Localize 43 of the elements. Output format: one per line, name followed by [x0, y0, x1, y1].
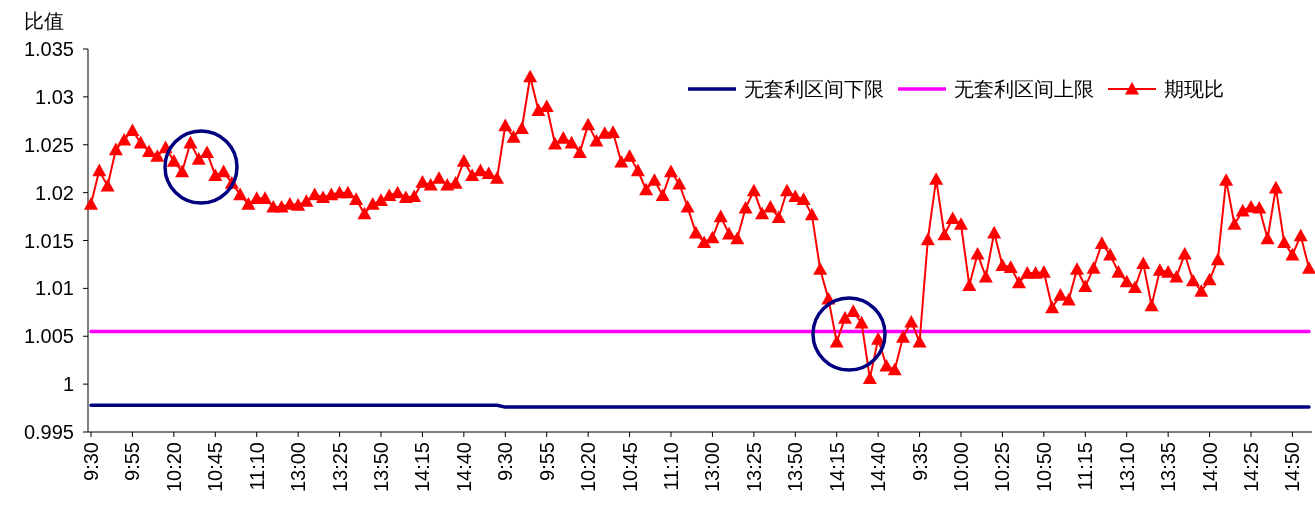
- x-tick-label: 14:25: [1240, 442, 1262, 493]
- x-tick-label: 13:35: [1157, 442, 1180, 493]
- legend-label: 无套利区间上限: [954, 78, 1094, 100]
- x-tick-label: 14:50: [1281, 442, 1304, 493]
- y-tick-label: 1.01: [35, 277, 74, 300]
- y-tick-label: 1.02: [35, 181, 74, 204]
- y-tick-label: 1: [62, 373, 74, 396]
- x-tick-label: 13:25: [742, 442, 765, 493]
- x-tick-label: 13:50: [784, 442, 807, 493]
- y-tick-label: 1.025: [23, 133, 74, 156]
- x-tick-label: 9:30: [494, 442, 517, 481]
- y-tick-label: 1.035: [23, 38, 74, 60]
- x-tick-label: 11:10: [245, 442, 268, 491]
- x-tick-label: 13:10: [1115, 442, 1138, 493]
- y-tick-label: 1.015: [23, 229, 74, 252]
- x-tick-label: 10:00: [950, 442, 972, 493]
- y-tick-label: 1.005: [23, 325, 74, 348]
- x-tick-label: 14:40: [867, 442, 890, 493]
- x-tick-label: 9:30: [80, 442, 102, 481]
- x-tick-label: 13:50: [370, 442, 392, 493]
- x-tick-label: 10:50: [1032, 442, 1055, 493]
- x-tick-label: 11:15: [1074, 442, 1097, 491]
- x-tick-label: 9:35: [908, 442, 931, 481]
- y-axis-title: 比值: [24, 10, 64, 32]
- x-tick-label: 14:15: [411, 442, 434, 493]
- y-tick-label: 1.03: [35, 85, 74, 108]
- x-tick-label: 11:10: [660, 442, 682, 491]
- x-tick-label: 9:55: [121, 442, 144, 481]
- x-tick-label: 13:00: [287, 442, 310, 493]
- x-tick-label: 10:20: [577, 442, 600, 493]
- x-tick-label: 10:25: [991, 442, 1014, 493]
- x-tick-label: 14:40: [452, 442, 475, 493]
- x-tick-label: 14:15: [825, 442, 848, 493]
- legend-label: 无套利区间下限: [744, 78, 884, 100]
- x-tick-label: 9:55: [535, 442, 558, 481]
- x-tick-label: 13:25: [328, 442, 351, 493]
- legend-label: 期现比: [1164, 78, 1224, 100]
- y-tick-label: 0.995: [23, 421, 74, 443]
- x-tick-label: 10:45: [204, 442, 227, 493]
- x-tick-label: 10:45: [618, 442, 641, 493]
- x-tick-label: 13:00: [701, 442, 724, 493]
- x-tick-label: 10:20: [162, 442, 185, 493]
- x-tick-label: 14:00: [1198, 442, 1221, 493]
